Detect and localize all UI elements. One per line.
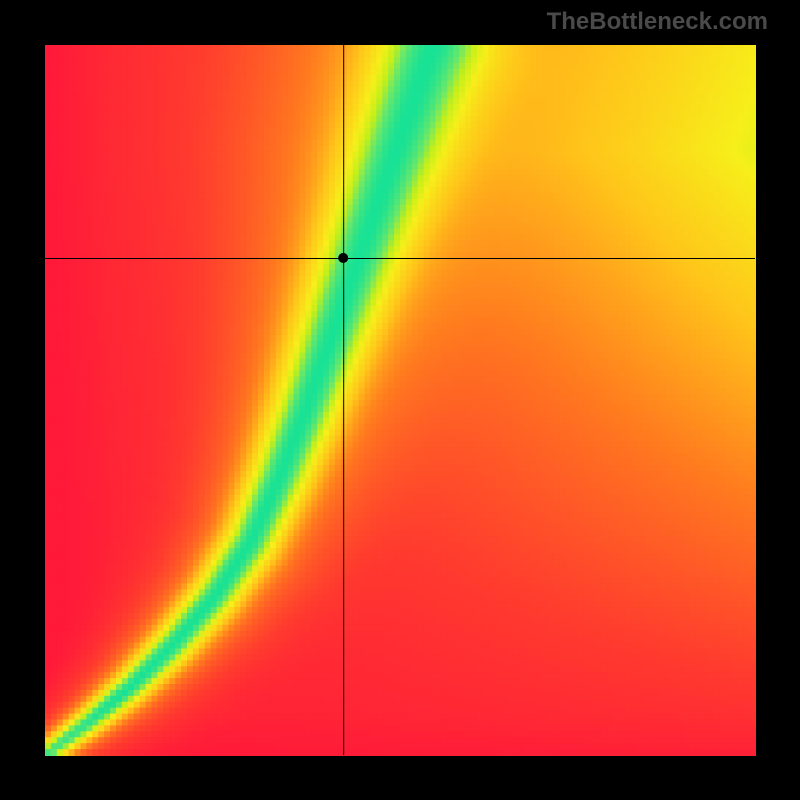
bottleneck-heatmap [0, 0, 800, 800]
watermark-text: TheBottleneck.com [547, 8, 768, 36]
chart-container: { "watermark": { "text": "TheBottleneck.… [0, 0, 800, 800]
